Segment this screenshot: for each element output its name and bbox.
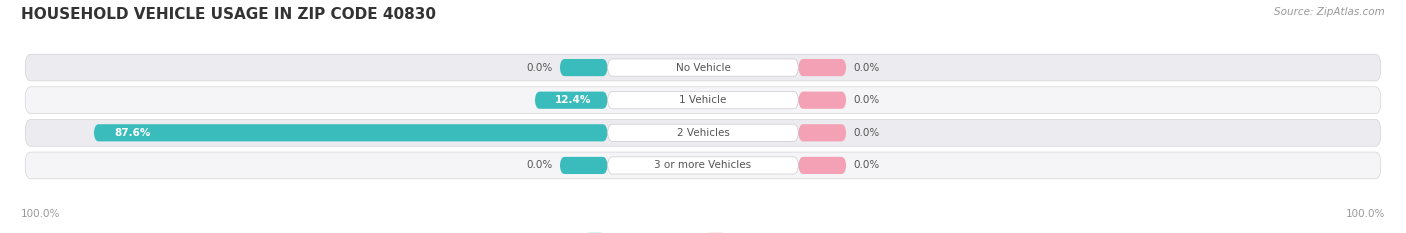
Text: No Vehicle: No Vehicle bbox=[675, 63, 731, 72]
Text: 2 Vehicles: 2 Vehicles bbox=[676, 128, 730, 138]
FancyBboxPatch shape bbox=[560, 157, 607, 174]
FancyBboxPatch shape bbox=[607, 92, 799, 109]
Text: 1 Vehicle: 1 Vehicle bbox=[679, 95, 727, 105]
FancyBboxPatch shape bbox=[607, 157, 799, 174]
FancyBboxPatch shape bbox=[534, 92, 607, 109]
Text: 12.4%: 12.4% bbox=[555, 95, 592, 105]
Text: 100.0%: 100.0% bbox=[21, 209, 60, 219]
FancyBboxPatch shape bbox=[607, 124, 799, 141]
Text: 0.0%: 0.0% bbox=[853, 63, 879, 72]
FancyBboxPatch shape bbox=[799, 59, 846, 76]
Text: 0.0%: 0.0% bbox=[853, 161, 879, 170]
Text: 100.0%: 100.0% bbox=[1346, 209, 1385, 219]
FancyBboxPatch shape bbox=[560, 59, 607, 76]
Text: HOUSEHOLD VEHICLE USAGE IN ZIP CODE 40830: HOUSEHOLD VEHICLE USAGE IN ZIP CODE 4083… bbox=[21, 7, 436, 22]
FancyBboxPatch shape bbox=[94, 124, 607, 141]
Text: 0.0%: 0.0% bbox=[853, 95, 879, 105]
Text: 0.0%: 0.0% bbox=[527, 63, 553, 72]
FancyBboxPatch shape bbox=[25, 152, 1381, 179]
FancyBboxPatch shape bbox=[607, 59, 799, 76]
Text: 0.0%: 0.0% bbox=[527, 161, 553, 170]
Text: 3 or more Vehicles: 3 or more Vehicles bbox=[654, 161, 752, 170]
FancyBboxPatch shape bbox=[25, 87, 1381, 113]
Text: 0.0%: 0.0% bbox=[853, 128, 879, 138]
Text: Source: ZipAtlas.com: Source: ZipAtlas.com bbox=[1274, 7, 1385, 17]
Legend: Owner-occupied, Renter-occupied: Owner-occupied, Renter-occupied bbox=[583, 229, 823, 233]
FancyBboxPatch shape bbox=[25, 54, 1381, 81]
FancyBboxPatch shape bbox=[799, 157, 846, 174]
FancyBboxPatch shape bbox=[799, 92, 846, 109]
Text: 87.6%: 87.6% bbox=[114, 128, 150, 138]
FancyBboxPatch shape bbox=[25, 120, 1381, 146]
FancyBboxPatch shape bbox=[799, 124, 846, 141]
